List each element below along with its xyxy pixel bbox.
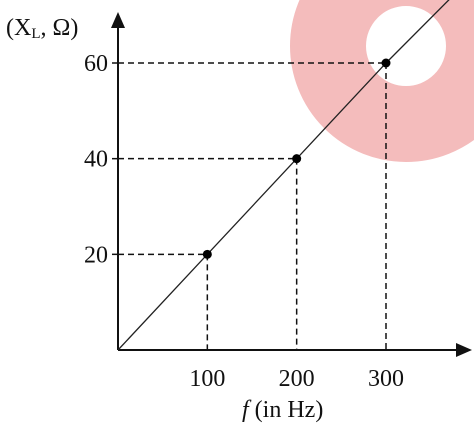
x-tick-label-100: 100: [189, 366, 225, 392]
y-axis-label: (XL, Ω): [6, 15, 78, 42]
guide-lines: [118, 62, 387, 350]
data-point-200: [292, 154, 302, 164]
y-tick-label-20: 20: [84, 242, 108, 268]
series-line: [117, 0, 450, 351]
decorative-ring: [290, 0, 474, 162]
data-point-300: [381, 58, 391, 68]
y-axis-arrow: [111, 12, 125, 28]
data-point-100: [202, 249, 212, 259]
x-axis-arrow: [456, 343, 472, 357]
y-tick-label-60: 60: [84, 51, 108, 77]
x-tick-label-300: 300: [368, 366, 404, 392]
y-tick-label-40: 40: [84, 147, 108, 173]
x-tick-label-200: 200: [279, 366, 315, 392]
x-axis-label: f (in Hz): [242, 397, 323, 423]
